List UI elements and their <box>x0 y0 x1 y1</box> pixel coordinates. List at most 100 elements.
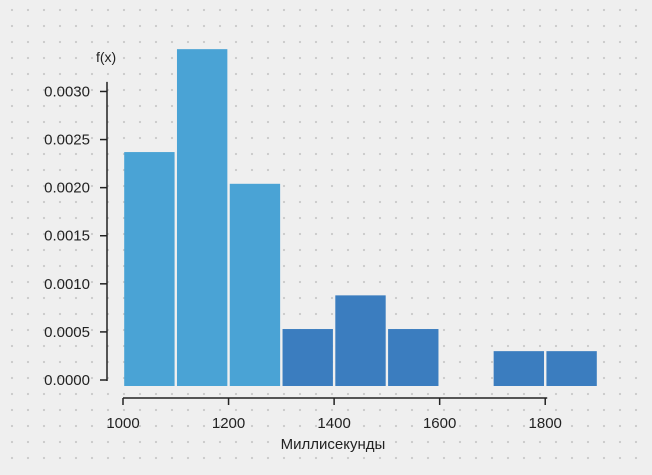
grid-dot <box>58 328 62 332</box>
grid-dot <box>26 280 30 284</box>
grid-dot <box>330 184 334 188</box>
grid-dot <box>458 424 462 428</box>
grid-dot <box>346 184 350 188</box>
grid-dot <box>330 24 334 28</box>
grid-dot <box>154 392 158 396</box>
grid-dot <box>234 456 238 460</box>
background-dot-grid <box>10 8 638 460</box>
grid-dot <box>426 72 430 76</box>
grid-dot <box>570 56 574 60</box>
grid-dot <box>442 40 446 44</box>
grid-dot <box>10 328 14 332</box>
grid-dot <box>202 8 206 12</box>
grid-dot <box>314 136 318 140</box>
grid-dot <box>618 424 622 428</box>
grid-dot <box>506 184 510 188</box>
grid-dot <box>554 120 558 124</box>
grid-dot <box>538 104 542 108</box>
grid-dot <box>10 200 14 204</box>
grid-dot <box>634 296 638 300</box>
grid-dot <box>602 216 606 220</box>
grid-dot <box>538 440 542 444</box>
grid-dot <box>506 152 510 156</box>
grid-dot <box>586 296 590 300</box>
grid-dot <box>234 392 238 396</box>
grid-dot <box>506 264 510 268</box>
grid-dot <box>346 40 350 44</box>
grid-dot <box>42 8 46 12</box>
grid-dot <box>410 40 414 44</box>
grid-dot <box>58 360 62 364</box>
grid-dot <box>234 56 238 60</box>
grid-dot <box>26 312 30 316</box>
y-tick-label: 0.0025 <box>44 132 90 149</box>
grid-dot <box>106 40 110 44</box>
grid-dot <box>90 344 94 348</box>
grid-dot <box>74 200 78 204</box>
grid-dot <box>298 264 302 268</box>
grid-dot <box>298 8 302 12</box>
grid-dot <box>634 168 638 172</box>
grid-dot <box>426 40 430 44</box>
grid-dot <box>58 280 62 284</box>
grid-dot <box>90 296 94 300</box>
grid-dot <box>74 248 78 252</box>
grid-dot <box>634 88 638 92</box>
grid-dot <box>442 24 446 28</box>
grid-dot <box>58 456 62 460</box>
grid-dot <box>170 136 174 140</box>
grid-dot <box>298 392 302 396</box>
grid-dot <box>362 456 366 460</box>
grid-dot <box>362 72 366 76</box>
grid-dot <box>106 8 110 12</box>
grid-dot <box>42 296 46 300</box>
bars-group <box>124 49 597 386</box>
grid-dot <box>554 136 558 140</box>
grid-dot <box>474 424 478 428</box>
grid-dot <box>234 152 238 156</box>
grid-dot <box>266 88 270 92</box>
grid-dot <box>426 200 430 204</box>
grid-dot <box>26 296 30 300</box>
grid-dot <box>90 392 94 396</box>
grid-dot <box>378 184 382 188</box>
grid-dot <box>90 456 94 460</box>
grid-dot <box>538 120 542 124</box>
grid-dot <box>458 360 462 364</box>
grid-dot <box>234 440 238 444</box>
grid-dot <box>266 8 270 12</box>
grid-dot <box>74 152 78 156</box>
grid-dot <box>266 424 270 428</box>
grid-dot <box>618 8 622 12</box>
grid-dot <box>410 280 414 284</box>
grid-dot <box>282 40 286 44</box>
grid-dot <box>26 136 30 140</box>
grid-dot <box>266 168 270 172</box>
grid-dot <box>282 88 286 92</box>
grid-dot <box>42 360 46 364</box>
grid-dot <box>506 216 510 220</box>
grid-dot <box>90 184 94 188</box>
grid-dot <box>218 424 222 428</box>
grid-dot <box>202 424 206 428</box>
grid-dot <box>106 24 110 28</box>
grid-dot <box>490 264 494 268</box>
grid-dot <box>586 456 590 460</box>
grid-dot <box>58 312 62 316</box>
grid-dot <box>154 72 158 76</box>
grid-dot <box>90 440 94 444</box>
grid-dot <box>522 72 526 76</box>
grid-dot <box>474 216 478 220</box>
grid-dot <box>330 88 334 92</box>
grid-dot <box>634 328 638 332</box>
grid-dot <box>298 56 302 60</box>
grid-dot <box>58 56 62 60</box>
grid-dot <box>282 120 286 124</box>
grid-dot <box>250 56 254 60</box>
grid-dot <box>282 152 286 156</box>
grid-dot <box>330 456 334 460</box>
grid-dot <box>490 24 494 28</box>
grid-dot <box>378 216 382 220</box>
grid-dot <box>250 136 254 140</box>
grid-dot <box>586 104 590 108</box>
